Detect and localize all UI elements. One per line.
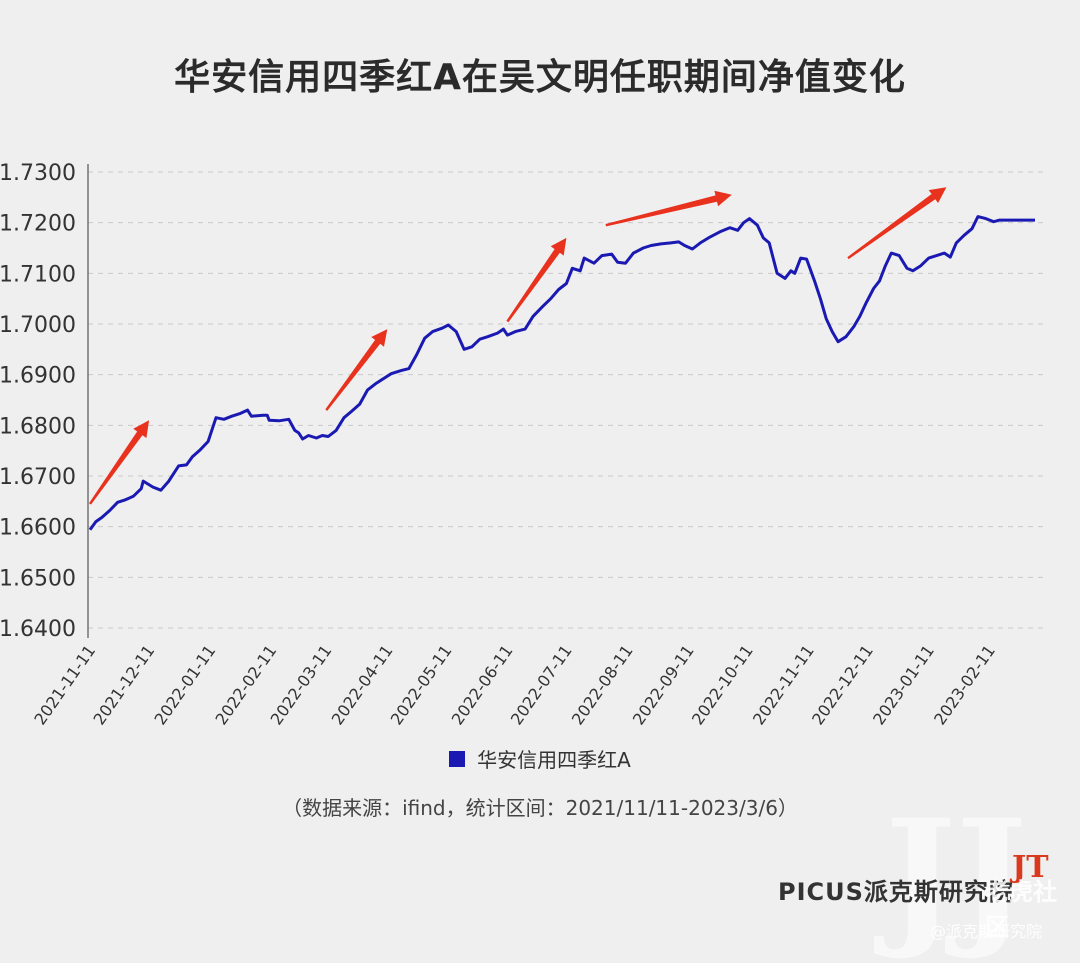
y-tick-label: 1.7200 xyxy=(0,212,76,237)
brand-logo-icon: JT xyxy=(1012,850,1049,885)
x-tick-label: 2021-11-11 xyxy=(30,641,99,728)
watermark-logo: JJ xyxy=(885,787,1027,963)
y-tick-label: 1.6500 xyxy=(0,566,76,591)
trend-arrow xyxy=(506,237,567,323)
y-axis-ticks: 1.6400 1.6500 1.6600 1.6700 1.6800 1.6900 1.70… xyxy=(0,161,76,642)
chart-series xyxy=(88,215,1035,531)
x-tick-label: 2022-06-11 xyxy=(448,641,517,728)
x-tick-label: 2022-05-11 xyxy=(387,641,456,728)
y-tick-label: 1.6600 xyxy=(0,516,76,541)
watermark-text: 老虎社区 xyxy=(985,878,1057,941)
data-source-note: （数据来源：ifind，统计区间：2021/11/11-2023/3/6） xyxy=(282,796,798,820)
trend-arrow xyxy=(847,187,947,260)
legend-swatch xyxy=(449,750,466,767)
x-tick-label: 2023-01-11 xyxy=(869,641,938,728)
trend-arrow xyxy=(605,190,732,227)
x-tick-label: 2022-08-11 xyxy=(568,641,637,728)
chart-grid xyxy=(88,171,1045,629)
brand-name: PICUS派克斯研究院 xyxy=(778,878,1014,906)
y-tick-label: 1.6900 xyxy=(0,364,76,389)
legend-label: 华安信用四季红A xyxy=(477,748,631,772)
series-line xyxy=(88,215,1035,531)
x-axis-ticks: 2021-11-112021-12-112022-01-112022-02-11… xyxy=(30,641,999,728)
y-tick-label: 1.7000 xyxy=(0,313,76,338)
trend-arrow xyxy=(325,329,388,411)
y-tick-label: 1.7300 xyxy=(0,161,76,186)
y-tick-label: 1.6700 xyxy=(0,465,76,490)
x-tick-label: 2022-07-11 xyxy=(507,641,576,728)
x-tick-label: 2021-12-11 xyxy=(89,641,158,728)
y-tick-label: 1.7100 xyxy=(0,262,76,287)
x-tick-label: 2022-10-11 xyxy=(688,641,757,728)
chart-title: 华安信用四季红A在吴文明任职期间净值变化 xyxy=(174,57,906,98)
y-tick-label: 1.6400 xyxy=(0,617,76,642)
chart-legend: 华安信用四季红A xyxy=(0,744,1080,773)
x-tick-label: 2022-01-11 xyxy=(150,641,219,728)
x-tick-label: 2022-12-11 xyxy=(808,641,877,728)
trend-arrows xyxy=(89,187,947,505)
trend-arrow xyxy=(89,420,150,505)
y-tick-label: 1.6800 xyxy=(0,414,76,439)
x-tick-label: 2022-11-11 xyxy=(749,641,818,728)
x-tick-label: 2022-09-11 xyxy=(629,641,698,728)
watermark-handle: @派克斯研究院 xyxy=(930,922,1043,941)
x-tick-label: 2023-02-11 xyxy=(930,641,999,728)
x-tick-label: 2022-04-11 xyxy=(328,641,397,728)
